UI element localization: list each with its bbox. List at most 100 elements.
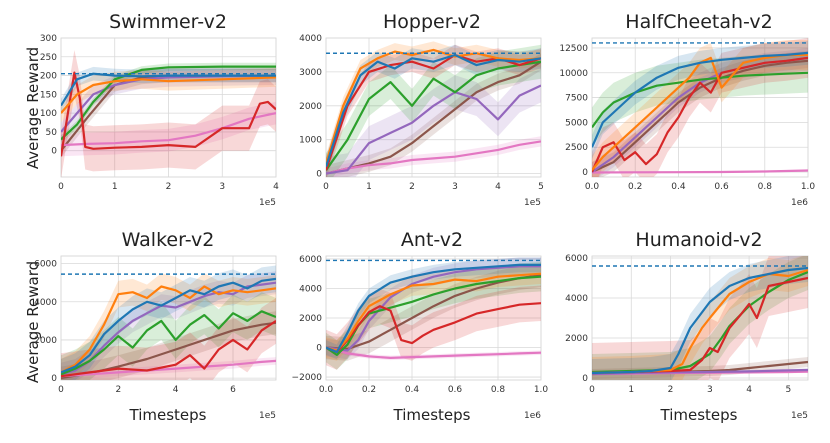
line-pink	[592, 169, 808, 174]
series-group-swimmer	[61, 50, 276, 177]
y-tick-label: 0	[582, 168, 588, 178]
exp-label-hopper: 1e5	[524, 198, 541, 208]
x-tick-label: 2	[668, 385, 674, 395]
series-group-hopper	[326, 41, 541, 177]
x-tick-label: 0.6	[714, 182, 729, 192]
line-red	[592, 276, 808, 375]
line-red	[592, 56, 808, 173]
line-blue	[61, 72, 276, 107]
line-purple	[326, 84, 541, 175]
band-brown	[61, 311, 276, 380]
band-orange	[326, 263, 541, 361]
band-brown	[61, 68, 276, 158]
x-tick-label: 6	[230, 385, 236, 395]
line-brown	[592, 59, 808, 173]
band-brown	[326, 53, 541, 177]
band-orange	[326, 41, 541, 172]
x-tick-label: 0.4	[671, 182, 686, 192]
band-green	[592, 52, 808, 148]
x-tick-label: 3	[452, 182, 458, 192]
line-orange	[326, 272, 541, 352]
line-blue	[592, 266, 808, 375]
y-tick-label: 2000	[299, 314, 322, 324]
chart-title-humanoid: Humanoid-v2	[635, 229, 762, 251]
band-red	[326, 44, 541, 177]
line-blue	[326, 263, 541, 354]
y-tick-label: 4000	[34, 298, 57, 308]
x-tick-label: 0.0	[585, 182, 600, 192]
xlabel-humanoid: Timesteps	[660, 406, 738, 424]
band-green	[326, 44, 541, 177]
x-tick-label: 2	[115, 385, 121, 395]
y-tick-label: 4000	[565, 294, 588, 304]
band-orange	[592, 256, 808, 380]
x-tick-label: 0.8	[758, 182, 773, 192]
x-tick-label: 4	[495, 182, 501, 192]
x-tick-label: 0.0	[319, 385, 334, 395]
x-tick-label: 3	[219, 182, 225, 192]
x-tick-label: 2	[409, 182, 415, 192]
x-tick-label: 1.0	[801, 182, 816, 192]
y-tick-label: 6000	[565, 254, 588, 264]
y-tick-label: 5000	[565, 118, 588, 128]
series-group-ant	[326, 257, 541, 370]
band-green	[61, 292, 276, 380]
band-green	[61, 62, 276, 144]
x-tick-label: 0	[323, 182, 329, 192]
band-pink	[326, 136, 541, 177]
band-green	[592, 256, 808, 380]
line-pink	[61, 112, 276, 147]
x-tick-label: 0.2	[362, 385, 376, 395]
band-blue	[326, 257, 541, 360]
y-tick-label: 4000	[299, 34, 322, 44]
y-tick-label: 0	[582, 374, 588, 384]
chart-title-swimmer: Swimmer-v2	[109, 11, 227, 33]
y-tick-label: 12500	[559, 44, 588, 54]
y-tick-label: 4000	[299, 284, 322, 294]
band-blue	[326, 44, 541, 177]
panel-humanoid: Humanoid-v2 Timesteps 1e5 0 1 2 3 4 5 0 2000 400…	[565, 229, 809, 424]
line-orange	[326, 48, 541, 164]
y-tick-label: 2000	[299, 102, 322, 112]
line-green	[61, 65, 276, 141]
x-tick-label: 5	[785, 385, 791, 395]
y-tick-label: 6000	[34, 260, 57, 270]
x-tick-label: 1	[112, 182, 118, 192]
x-tick-label: 4	[173, 385, 179, 395]
x-tick-label: 0.4	[405, 385, 420, 395]
band-blue	[592, 256, 808, 380]
line-green	[326, 275, 541, 356]
x-tick-label: 0.6	[448, 385, 463, 395]
chart-title-walker: Walker-v2	[122, 229, 215, 251]
y-tick-label: 250	[40, 53, 57, 63]
panel-swimmer: Swimmer-v2 Average Reward 1e5 0 1 2 3 4 0 50 10…	[24, 11, 279, 208]
panel-walker: Walker-v2 Average Reward Timesteps 1e5 0…	[24, 229, 277, 424]
y-tick-label: 7500	[565, 94, 588, 104]
x-tick-label: 4	[746, 385, 752, 395]
x-tick-label: 0	[589, 385, 595, 395]
line-orange	[61, 76, 276, 114]
ylabel-walker: Average Reward	[24, 261, 42, 383]
y-tick-label: 3000	[299, 68, 322, 78]
y-tick-label: 2500	[565, 143, 588, 153]
band-purple	[61, 271, 276, 380]
y-tick-label: 2000	[34, 336, 57, 346]
line-green	[61, 310, 276, 376]
y-tick-label: −2000	[292, 373, 323, 383]
line-red	[326, 302, 541, 354]
band-purple	[326, 68, 541, 177]
line-blue	[326, 53, 541, 168]
line-orange	[592, 53, 808, 171]
xlabel-ant: Timesteps	[393, 406, 471, 424]
line-blue	[61, 277, 276, 374]
line-purple	[326, 265, 541, 352]
x-tick-label: 1	[366, 182, 372, 192]
line-blue	[592, 51, 808, 148]
chart-title-hopper: Hopper-v2	[383, 11, 481, 33]
series-group-walker	[61, 265, 276, 380]
y-tick-label: 100	[40, 109, 57, 119]
band-red	[592, 256, 808, 380]
series-group-halfcheetah	[592, 38, 808, 177]
ylabel-swimmer: Average Reward	[24, 47, 42, 169]
